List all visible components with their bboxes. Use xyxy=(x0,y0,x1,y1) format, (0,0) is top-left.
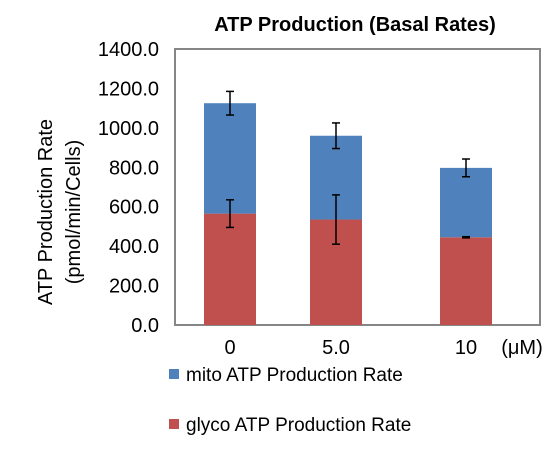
y-tick-label: 200.0 xyxy=(109,276,159,298)
y-tick-label: 1400.0 xyxy=(98,39,159,61)
bars xyxy=(204,103,492,325)
chart-title: ATP Production (Basal Rates) xyxy=(214,14,496,36)
y-tick-label: 1200.0 xyxy=(98,78,159,100)
y-tick-label: 400.0 xyxy=(109,236,159,258)
x-axis-unit: (μM) xyxy=(501,337,543,359)
y-axis-label-line1: ATP Production Rate xyxy=(35,119,57,305)
legend-label-glyco: glyco ATP Production Rate xyxy=(186,415,411,436)
legend-swatch-glyco xyxy=(169,419,179,429)
x-tick-label: 0 xyxy=(224,337,235,359)
legend-swatch-mito xyxy=(169,369,179,379)
y-tick-label: 600.0 xyxy=(109,197,159,219)
legend: mito ATP Production Rate glyco ATP Produc… xyxy=(169,365,411,436)
y-axis-label: ATP Production Rate (pmol/min/Cells) xyxy=(35,119,85,305)
bar-segment-mito xyxy=(204,103,256,214)
bar-segment-mito xyxy=(440,167,492,238)
x-tick-label: 10 xyxy=(455,337,477,359)
error-bars xyxy=(226,90,470,245)
y-axis-ticks: 0.0 200.0 400.0 600.0 800.0 1000.0 1200.0 1400.… xyxy=(98,39,159,337)
legend-label-mito: mito ATP Production Rate xyxy=(186,365,403,386)
bar-segment-glyco xyxy=(440,237,492,325)
y-tick-label: 1000.0 xyxy=(98,118,159,140)
y-axis-label-line2: (pmol/min/Cells) xyxy=(63,140,85,284)
y-tick-label: 800.0 xyxy=(109,157,159,179)
x-axis-ticks: 0 5.0 10 xyxy=(224,337,477,359)
x-tick-label: 5.0 xyxy=(322,337,350,359)
bar-segment-glyco xyxy=(204,213,256,325)
y-tick-label: 0.0 xyxy=(131,315,159,337)
